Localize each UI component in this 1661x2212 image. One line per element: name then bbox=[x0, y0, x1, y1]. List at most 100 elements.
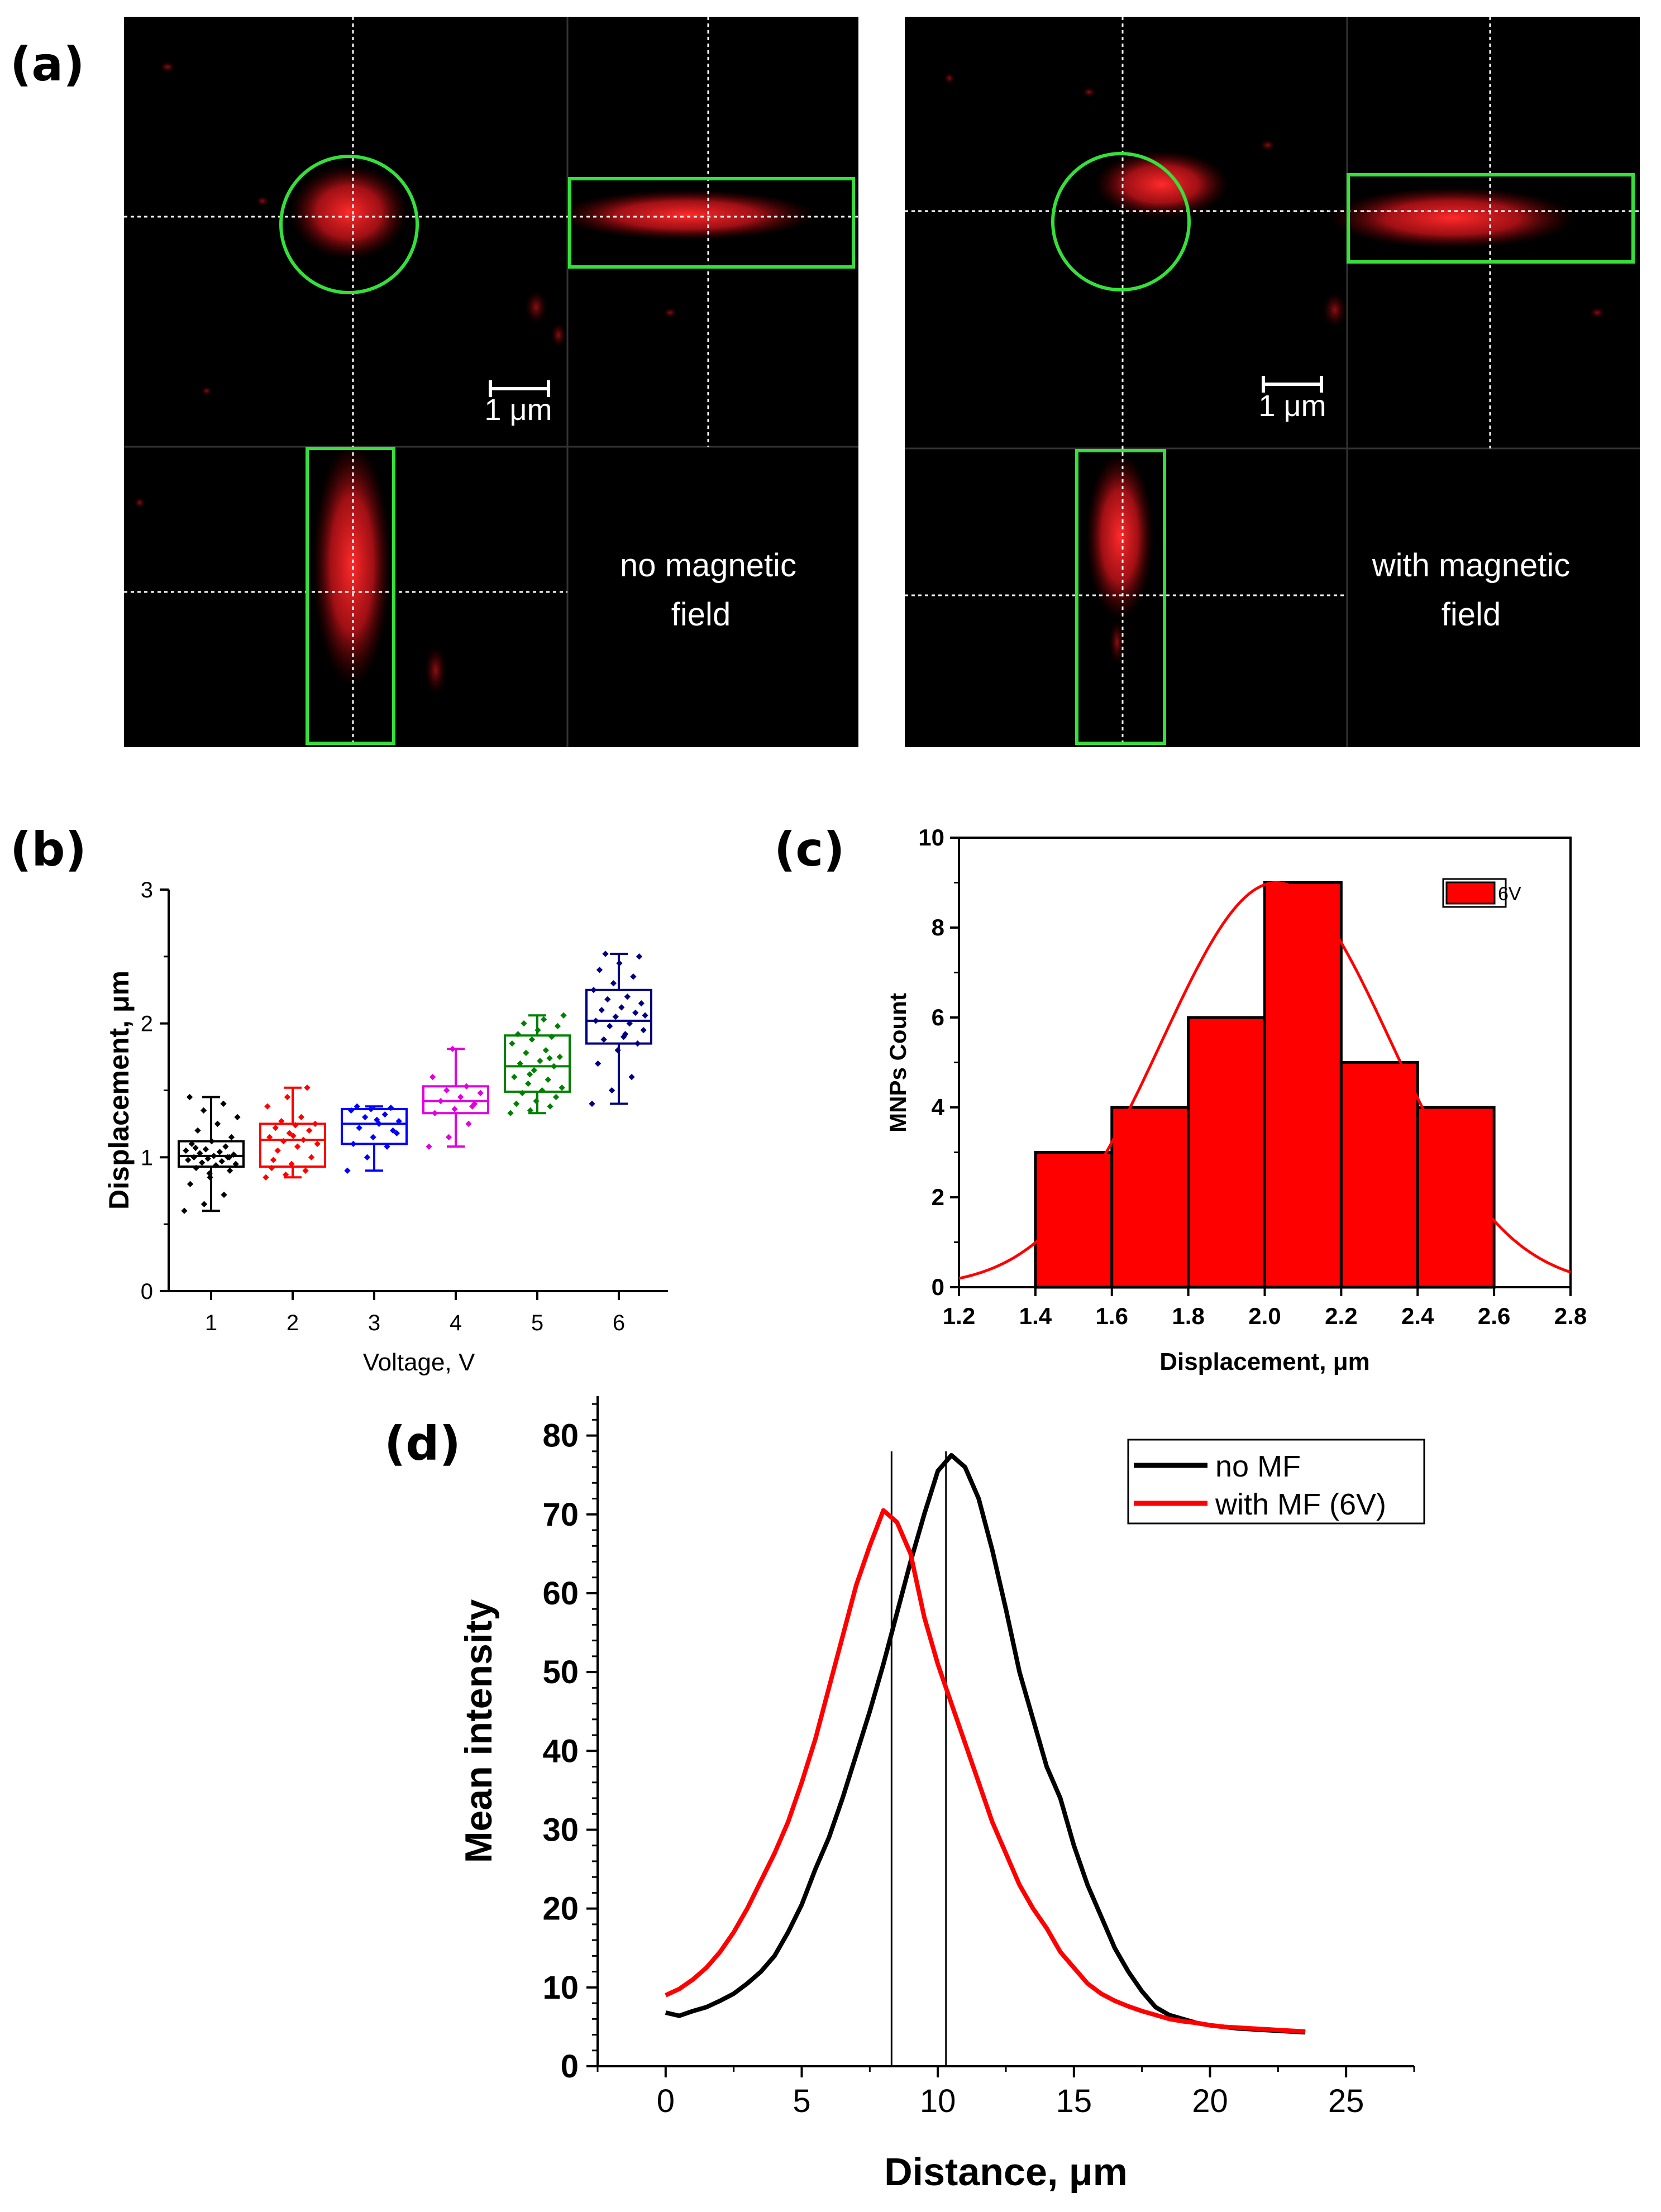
data-point bbox=[298, 1114, 305, 1121]
data-point bbox=[300, 1136, 307, 1143]
data-point bbox=[514, 1031, 522, 1038]
data-point bbox=[604, 996, 611, 1003]
data-point bbox=[200, 1107, 207, 1114]
box-voltage-5 bbox=[504, 1012, 571, 1116]
y-tick-label: 6 bbox=[932, 1004, 944, 1030]
y-tick-label: 0 bbox=[932, 1274, 944, 1300]
x-tick-label: 2 bbox=[287, 1311, 299, 1335]
y-tick-label: 8 bbox=[932, 914, 944, 940]
box-voltage-6 bbox=[585, 950, 652, 1107]
data-point bbox=[364, 1154, 371, 1160]
gaussian-fit-curve bbox=[958, 881, 1571, 1280]
scale-bar-label: 1 μm bbox=[484, 393, 552, 427]
series-line-no-mf bbox=[665, 1453, 1306, 2035]
data-point bbox=[608, 1087, 615, 1094]
series-line-with-mf bbox=[665, 1508, 1306, 2034]
data-point bbox=[426, 1143, 432, 1150]
data-point bbox=[306, 1127, 313, 1134]
x-tick-label: 0 bbox=[657, 2083, 675, 2119]
particle-signal-yz bbox=[1086, 452, 1153, 620]
caption-with-field-line1: with magnetic bbox=[1372, 547, 1571, 584]
particle-signal-xz bbox=[1329, 187, 1575, 249]
x-axis-title: Displacement, μm bbox=[1159, 1348, 1370, 1375]
data-point bbox=[540, 1016, 547, 1023]
particle-signal-yz bbox=[313, 441, 391, 687]
data-point bbox=[534, 1026, 541, 1034]
data-point bbox=[282, 1171, 289, 1178]
data-point bbox=[642, 1012, 648, 1019]
data-point bbox=[194, 1127, 201, 1134]
data-point bbox=[212, 1162, 219, 1169]
data-point bbox=[628, 1073, 635, 1081]
data-point bbox=[181, 1207, 188, 1214]
data-point bbox=[302, 1167, 309, 1174]
data-point bbox=[542, 1047, 550, 1054]
y-tick-label: 70 bbox=[542, 1497, 579, 1533]
caption-no-field-line2: field bbox=[671, 596, 731, 633]
scale-bar-label: 1 μm bbox=[1258, 389, 1326, 423]
data-point bbox=[199, 1159, 206, 1166]
data-point bbox=[616, 960, 623, 967]
data-point bbox=[640, 1026, 647, 1034]
data-point bbox=[264, 1103, 271, 1110]
x-tick-label: 2.6 bbox=[1478, 1303, 1510, 1329]
data-point bbox=[278, 1117, 285, 1125]
x-axis-title: Voltage, V bbox=[363, 1349, 475, 1376]
data-point bbox=[598, 1007, 605, 1014]
particle-signal-xz bbox=[559, 190, 815, 240]
y-tick-label: 50 bbox=[542, 1654, 579, 1690]
y-tick-label: 30 bbox=[542, 1812, 579, 1848]
micrograph-panels: 1 μm no magnetic field 1 μm with magn bbox=[124, 17, 1640, 747]
data-point bbox=[187, 1181, 194, 1187]
y-axis-title: MNPs Count bbox=[885, 993, 911, 1133]
data-point bbox=[234, 1114, 241, 1121]
x-tick-label: 2.4 bbox=[1401, 1303, 1434, 1329]
legend-label: 6V bbox=[1498, 883, 1521, 905]
legend-box bbox=[1127, 1439, 1425, 1525]
y-tick-label: 1 bbox=[141, 1145, 153, 1170]
data-point bbox=[463, 1083, 470, 1090]
data-point bbox=[381, 1111, 388, 1118]
data-point bbox=[548, 1033, 555, 1040]
data-point bbox=[552, 1093, 560, 1101]
micrograph-with-field: 1 μm with magnetic field bbox=[905, 17, 1640, 747]
y-tick-label: 0 bbox=[561, 2048, 579, 2085]
data-point bbox=[630, 973, 637, 980]
x-tick-label: 1.6 bbox=[1096, 1303, 1128, 1329]
data-point bbox=[590, 987, 597, 993]
marker-rect-yz bbox=[1075, 449, 1166, 745]
data-point bbox=[262, 1174, 269, 1181]
panel-label-b: (b) bbox=[10, 822, 87, 877]
data-point bbox=[634, 1040, 641, 1047]
box-voltage-1 bbox=[178, 1093, 245, 1214]
data-point bbox=[197, 1150, 203, 1157]
data-point bbox=[618, 1004, 625, 1011]
data-point bbox=[511, 1073, 518, 1081]
data-point bbox=[638, 1000, 645, 1007]
x-tick-label: 25 bbox=[1328, 2083, 1364, 2119]
data-point bbox=[528, 1036, 536, 1043]
data-point bbox=[589, 1100, 595, 1107]
data-point bbox=[214, 1120, 221, 1128]
data-point bbox=[290, 1133, 297, 1139]
data-point bbox=[222, 1143, 229, 1150]
data-point bbox=[614, 1047, 621, 1054]
box-voltage-2 bbox=[259, 1084, 326, 1181]
data-point bbox=[220, 1100, 227, 1107]
marker-circle bbox=[1051, 152, 1191, 292]
data-point bbox=[600, 1036, 607, 1043]
y-tick-label: 3 bbox=[141, 878, 153, 902]
marker-rect-yz bbox=[306, 447, 395, 745]
x-axis-title: Distance, μm bbox=[884, 2150, 1128, 2194]
background-specks bbox=[944, 73, 1605, 665]
data-point bbox=[190, 1154, 197, 1160]
panel-label-a: (a) bbox=[10, 37, 85, 92]
data-point bbox=[523, 1049, 529, 1057]
data-point bbox=[596, 967, 603, 973]
marker-rect-xz bbox=[568, 177, 855, 269]
data-point bbox=[622, 1031, 629, 1038]
data-point bbox=[350, 1140, 357, 1148]
data-point bbox=[221, 1191, 227, 1198]
